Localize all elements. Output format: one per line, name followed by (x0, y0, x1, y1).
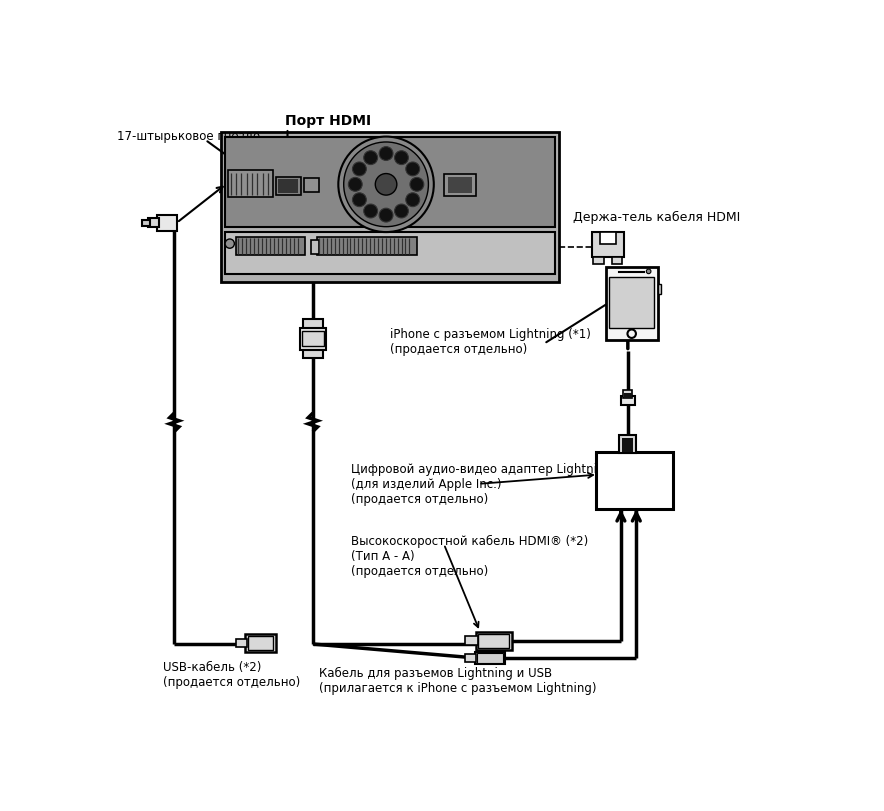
Bar (444, 174, 476, 196)
Circle shape (363, 151, 377, 165)
Circle shape (348, 178, 362, 191)
Bar (149, 218, 159, 227)
Circle shape (353, 162, 366, 176)
Bar (248, 637, 273, 650)
Bar (225, 232, 554, 274)
Bar (609, 277, 654, 328)
Bar (623, 390, 632, 397)
Bar (311, 240, 319, 254)
Text: Порт HDMI: Порт HDMI (286, 114, 371, 128)
Circle shape (406, 193, 420, 207)
Bar (276, 177, 301, 195)
Bar (302, 331, 324, 346)
Circle shape (394, 151, 408, 165)
Text: Держа-тель кабеля HDMI: Держа-тель кабеля HDMI (573, 212, 741, 225)
Text: USB-кабель (*2)
(продается отдельно): USB-кабель (*2) (продается отдельно) (163, 661, 300, 689)
Bar (157, 215, 177, 230)
Bar (606, 267, 658, 340)
Bar (622, 438, 633, 452)
Bar (300, 328, 326, 350)
Text: 17-штырьковое гнездо: 17-штырьковое гнездо (117, 130, 260, 143)
Bar (316, 237, 417, 255)
Bar (465, 654, 476, 662)
Bar (236, 237, 305, 255)
Circle shape (646, 269, 651, 273)
Circle shape (394, 204, 408, 218)
Bar (591, 232, 624, 257)
Bar (225, 136, 554, 227)
Bar (612, 257, 622, 264)
Bar (600, 232, 615, 244)
Text: Высокоскоростной кабель HDMI® (*2)
(Тип A - A)
(продается отдельно): Высокоскоростной кабель HDMI® (*2) (Тип … (352, 534, 589, 577)
Bar (620, 435, 636, 453)
Circle shape (410, 178, 423, 191)
Bar (624, 393, 632, 397)
Bar (593, 257, 604, 264)
Circle shape (379, 147, 393, 161)
Bar (236, 639, 247, 647)
Bar (478, 634, 509, 648)
Bar (142, 220, 149, 226)
Text: Цифровой аудио-видео адаптер Lightning
(для изделий Apple Inc.)
(продается отдел: Цифровой аудио-видео адаптер Lightning (… (352, 463, 613, 506)
Text: HDMI: HDMI (485, 638, 502, 643)
Bar (621, 396, 635, 406)
Text: HDMI: HDMI (304, 338, 322, 343)
Text: iPhone с разъемом Lightning (*1)
(продается отдельно): iPhone с разъемом Lightning (*1) (продае… (390, 328, 591, 356)
Text: Кабель для разъемов Lightning и USB
(прилагается к iPhone с разъемом Lightning): Кабель для разъемов Lightning и USB (при… (319, 667, 597, 695)
Circle shape (379, 208, 393, 222)
Bar (278, 179, 298, 193)
Circle shape (406, 162, 420, 176)
Bar (475, 652, 506, 664)
Bar (245, 634, 276, 653)
Bar (658, 284, 661, 294)
Bar (447, 178, 472, 193)
Circle shape (344, 142, 429, 227)
Bar (303, 350, 323, 358)
Bar (220, 132, 560, 282)
Bar (303, 319, 323, 330)
Bar (228, 170, 273, 196)
Circle shape (339, 136, 434, 232)
Bar (304, 178, 319, 192)
Bar (476, 632, 512, 650)
Bar (465, 636, 477, 645)
Circle shape (376, 174, 397, 195)
Circle shape (363, 204, 377, 218)
Circle shape (225, 239, 234, 248)
Bar (477, 653, 503, 663)
Circle shape (353, 193, 366, 207)
Bar (597, 452, 674, 509)
